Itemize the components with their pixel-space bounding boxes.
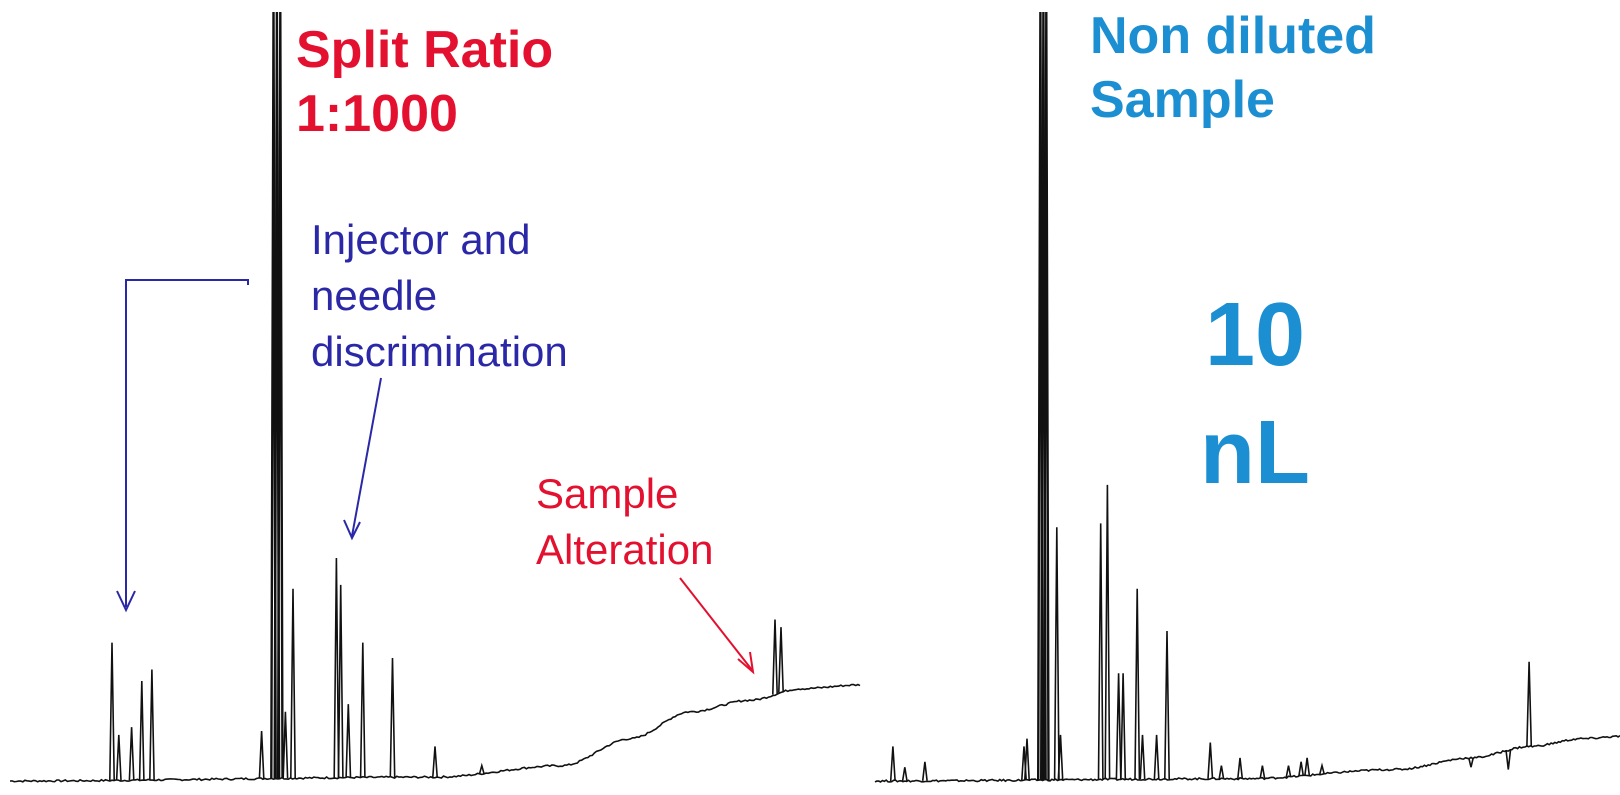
chromatogram-peak — [1057, 734, 1064, 780]
chromatogram-peak — [478, 762, 485, 774]
chromatogram-baseline — [874, 734, 1620, 783]
alteration-pointer-arrowhead — [737, 651, 755, 675]
left-chromatogram — [9, 11, 861, 783]
chromatogram-peak — [1153, 734, 1160, 780]
chromatogram-peak — [1115, 673, 1122, 780]
chromatogram-peak — [1526, 661, 1533, 747]
chromatogram-peak — [1042, 11, 1050, 781]
sample-volume-label: 10 nL — [1160, 276, 1350, 512]
chromatogram-peak — [149, 669, 155, 781]
chromatogram-peak — [1164, 630, 1170, 780]
annotation-line: Sample — [536, 470, 679, 517]
chromatogram-peak — [1298, 761, 1305, 777]
chromatogram-peak — [1120, 673, 1127, 780]
chromatogram-peak — [1024, 738, 1030, 781]
chromatogram-peak — [258, 730, 265, 779]
chromatogram-peak — [1139, 734, 1146, 780]
chromatogram-peak — [389, 657, 396, 778]
chromatogram-peak — [1218, 765, 1225, 779]
chromatogram-peak — [1053, 527, 1060, 780]
non-diluted-title-line2: Sample — [1090, 71, 1275, 129]
split-ratio-title-line2: 1:1000 — [296, 85, 458, 143]
chromatogram-peak — [333, 557, 340, 778]
chromatogram-peak — [276, 11, 284, 779]
chromatogram-peak — [337, 584, 344, 778]
chromatogram-peak — [1097, 523, 1104, 780]
chromatogram-peak — [282, 711, 289, 779]
volume-value: 10 — [1204, 285, 1306, 385]
volume-unit: nL — [1200, 403, 1310, 503]
chromatogram-peak — [901, 767, 908, 782]
split-ratio-title-line1: Split Ratio — [296, 21, 554, 79]
right-chromatogram — [874, 11, 1620, 783]
chromatogram-peak — [1207, 742, 1214, 779]
non-diluted-title-line1: Non diluted — [1090, 7, 1376, 65]
chromatogram-peak — [432, 746, 438, 778]
chromatogram-peak — [1259, 765, 1266, 779]
annotation-line: needle — [311, 272, 438, 319]
chromatogram-peak — [921, 761, 928, 781]
split-ratio-title: Split Ratio 1:1000 — [296, 18, 553, 146]
chromatogram-peak — [1104, 484, 1111, 780]
alteration-pointer-arrow — [679, 577, 753, 671]
chromatogram-peak — [115, 734, 122, 781]
non-diluted-sample-title: Non diluted Sample — [1090, 4, 1376, 132]
annotation-line: Alteration — [536, 526, 714, 573]
chromatogram-peak — [772, 619, 778, 695]
discrimination-pointer-arrow — [351, 377, 382, 537]
annotation-line: discrimination — [311, 328, 568, 375]
discrimination-bracket-arrowhead — [116, 590, 136, 613]
chromatogram-peak — [1468, 757, 1474, 768]
chromatogram-peak — [345, 704, 352, 778]
chromatogram-peak — [1237, 757, 1244, 779]
chromatogram-peak — [1304, 757, 1311, 776]
chromatogram-peak — [138, 680, 145, 781]
chromatogram-peak — [128, 727, 135, 781]
injector-discrimination-annotation: Injector and needle discrimination — [311, 212, 568, 380]
chromatogram-baseline — [9, 683, 861, 783]
discrimination-bracket-arrow — [125, 279, 249, 607]
chromatogram-peak — [1505, 749, 1512, 770]
discrimination-pointer-arrowhead — [343, 519, 361, 541]
chromatogram-peak — [1134, 588, 1141, 780]
chromatogram-peak — [1319, 762, 1325, 775]
chromatogram-peak — [290, 588, 296, 779]
chromatogram-peak — [1285, 765, 1292, 778]
chromatogram-peak — [889, 746, 896, 782]
chromatogram-peak — [109, 642, 115, 781]
sample-alteration-annotation: Sample Alteration — [536, 466, 713, 578]
annotation-line: Injector and — [311, 216, 531, 263]
chromatogram-peak — [359, 642, 366, 778]
chromatogram-peak — [778, 627, 784, 693]
annotation-arrows — [116, 279, 755, 675]
